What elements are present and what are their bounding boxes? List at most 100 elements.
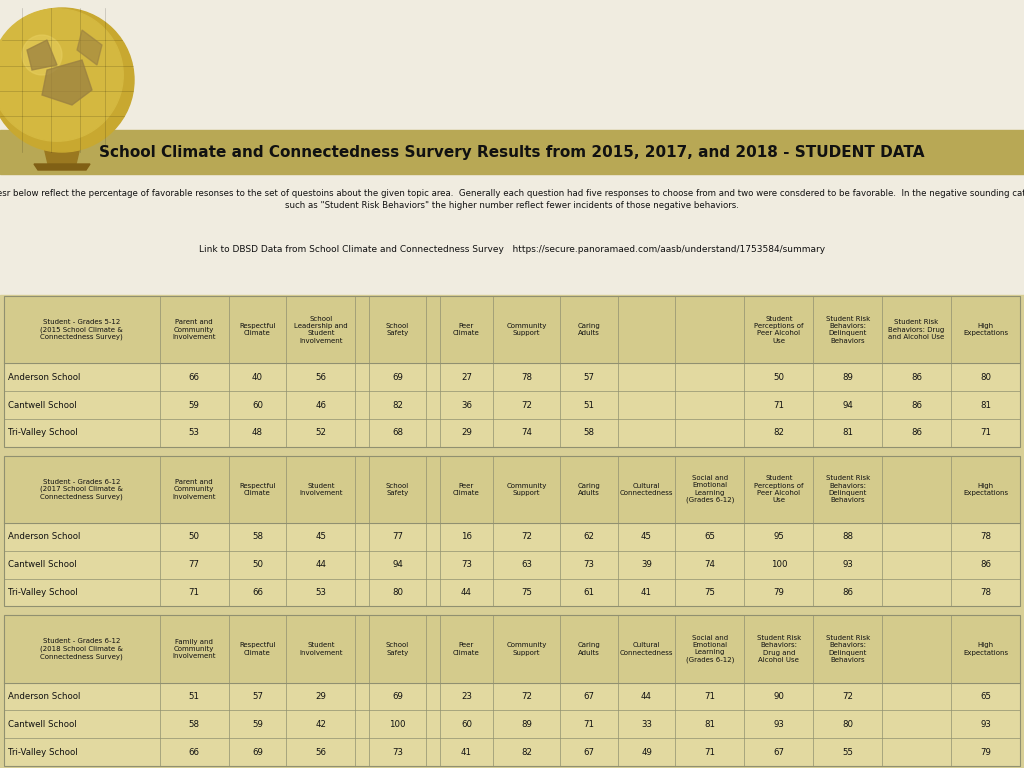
Text: 71: 71 [705,692,716,701]
Text: 45: 45 [315,532,327,541]
Text: 41: 41 [641,588,652,597]
Text: 72: 72 [842,692,853,701]
Text: 80: 80 [842,720,853,729]
Text: 50: 50 [252,560,263,569]
Text: 73: 73 [584,560,594,569]
Bar [4,578,1020,607]
Text: 29: 29 [315,692,327,701]
Text: 72: 72 [521,401,531,409]
Text: Tri-Valley School: Tri-Valley School [8,747,78,756]
Text: 16: 16 [461,532,472,541]
Text: 75: 75 [705,588,716,597]
Text: High
Expectations: High Expectations [963,323,1008,336]
Text: 86: 86 [911,401,923,409]
Bar [4,296,1020,447]
Text: High
Expectations: High Expectations [963,642,1008,656]
Text: 79: 79 [980,747,991,756]
Text: 69: 69 [392,372,402,382]
Text: 93: 93 [980,720,991,729]
Text: Peer
Climate: Peer Climate [453,323,480,336]
Text: 57: 57 [584,372,594,382]
Text: Respectful
Climate: Respectful Climate [240,483,275,496]
Text: Student
Perceptions of
Peer Alcohol
Use: Student Perceptions of Peer Alcohol Use [754,316,804,343]
Text: Social and
Emotional
Learning
(Grades 6-12): Social and Emotional Learning (Grades 6-… [686,475,734,504]
Text: Caring
Adults: Caring Adults [578,323,600,336]
Text: 69: 69 [392,692,402,701]
Text: 89: 89 [521,720,531,729]
Text: Community
Support: Community Support [506,483,547,496]
Text: 60: 60 [461,720,472,729]
Bar [4,391,1020,419]
Text: Family and
Community
Involvement: Family and Community Involvement [172,639,216,659]
Text: 71: 71 [980,429,991,437]
Text: 69: 69 [252,747,263,756]
Text: Anderson School: Anderson School [8,532,80,541]
Text: Parent and
Community
Involvement: Parent and Community Involvement [172,319,216,340]
Polygon shape [27,40,57,70]
Text: Student
Involvement: Student Involvement [299,483,343,496]
Text: 61: 61 [584,588,594,597]
Text: 78: 78 [980,588,991,597]
Text: Cantwell School: Cantwell School [8,560,77,569]
Text: 74: 74 [705,560,716,569]
Text: 60: 60 [252,401,263,409]
Text: 44: 44 [461,588,472,597]
Text: 80: 80 [980,372,991,382]
Text: 93: 93 [843,560,853,569]
Text: School
Safety: School Safety [386,483,410,496]
Text: 72: 72 [521,692,531,701]
Text: School Climate and Connectedness Survery Results from 2015, 2017, and 2018 - STU: School Climate and Connectedness Survery… [99,144,925,160]
Bar [0,130,1024,174]
Bar [0,0,1024,295]
Text: 59: 59 [252,720,263,729]
Text: 44: 44 [641,692,652,701]
Polygon shape [34,164,90,170]
Text: 88: 88 [842,532,853,541]
Text: 79: 79 [773,588,784,597]
Text: 77: 77 [392,532,403,541]
Text: 71: 71 [705,747,716,756]
Text: 46: 46 [315,401,327,409]
Text: Tri-Valley School: Tri-Valley School [8,429,78,437]
Text: Student - Grades 6-12
(2017 School Climate &
Connectedness Survey): Student - Grades 6-12 (2017 School Clima… [40,478,123,500]
Text: 81: 81 [980,401,991,409]
Text: 82: 82 [521,747,531,756]
Text: Cultural
Connectedness: Cultural Connectedness [620,483,673,496]
Text: 71: 71 [584,720,594,729]
Polygon shape [77,30,102,65]
Text: Cantwell School: Cantwell School [8,401,77,409]
Text: Community
Support: Community Support [506,642,547,656]
Text: 71: 71 [773,401,784,409]
Text: 58: 58 [584,429,594,437]
Text: 56: 56 [315,372,327,382]
Text: 58: 58 [188,720,200,729]
Text: 78: 78 [980,532,991,541]
Text: 95: 95 [773,532,784,541]
Text: Tri-Valley School: Tri-Valley School [8,588,78,597]
Text: Peer
Climate: Peer Climate [453,483,480,496]
Text: 81: 81 [842,429,853,437]
Text: Social and
Emotional
Learning
(Grades 6-12): Social and Emotional Learning (Grades 6-… [686,635,734,663]
Text: Student Risk
Behaviors:
Delinquent
Behaviors: Student Risk Behaviors: Delinquent Behav… [825,475,869,503]
Text: Link to DBSD Data from School Climate and Connectedness Survey   https://secure.: Link to DBSD Data from School Climate an… [199,246,825,254]
Text: 42: 42 [315,720,327,729]
Bar [4,363,1020,391]
Text: 66: 66 [188,747,200,756]
Text: Peer
Climate: Peer Climate [453,642,480,656]
Text: Community
Support: Community Support [506,323,547,336]
Text: Student Risk
Behaviors:
Delinquent
Behaviors: Student Risk Behaviors: Delinquent Behav… [825,316,869,343]
Text: 86: 86 [911,429,923,437]
Polygon shape [44,147,80,164]
Text: 40: 40 [252,372,263,382]
Text: Respectful
Climate: Respectful Climate [240,642,275,656]
Bar [4,455,1020,607]
Text: 100: 100 [770,560,787,569]
Bar [4,710,1020,738]
Text: 94: 94 [843,401,853,409]
Text: 59: 59 [188,401,200,409]
Text: Cantwell School: Cantwell School [8,720,77,729]
Text: 78: 78 [521,372,531,382]
Text: Respectful
Climate: Respectful Climate [240,323,275,336]
Text: 57: 57 [252,692,263,701]
Bar [4,738,1020,766]
